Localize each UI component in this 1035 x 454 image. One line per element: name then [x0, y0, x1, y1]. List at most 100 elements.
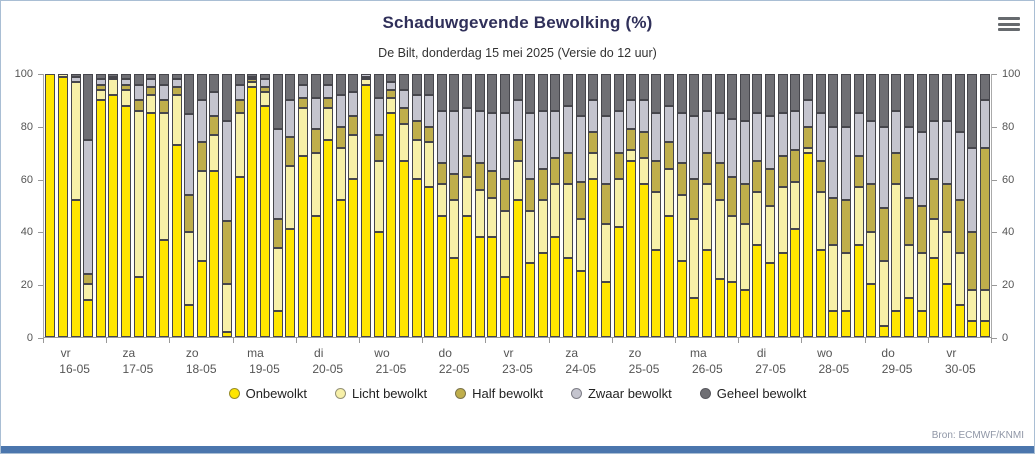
legend-item-licht-bewolkt[interactable]: Licht bewolkt [335, 386, 427, 401]
stacked-bar[interactable] [689, 74, 700, 337]
stacked-bar[interactable] [563, 74, 574, 337]
stacked-bar[interactable] [234, 74, 245, 337]
legend-item-onbewolkt[interactable]: Onbewolkt [228, 386, 307, 401]
bar-segment-half-bewolkt [828, 197, 839, 245]
stacked-bar[interactable] [916, 74, 927, 337]
stacked-bar[interactable] [310, 74, 321, 337]
stacked-bar[interactable] [954, 74, 965, 337]
stacked-bar[interactable] [840, 74, 851, 337]
stacked-bar[interactable] [853, 74, 864, 337]
stacked-bar[interactable] [878, 74, 889, 337]
stacked-bar[interactable] [967, 74, 978, 337]
stacked-bar[interactable] [714, 74, 725, 337]
stacked-bar[interactable] [449, 74, 460, 337]
stacked-bar[interactable] [651, 74, 662, 337]
stacked-bar[interactable] [272, 74, 283, 337]
stacked-bar[interactable] [462, 74, 473, 337]
stacked-bar[interactable] [929, 74, 940, 337]
stacked-bar[interactable] [474, 74, 485, 337]
stacked-bar[interactable] [790, 74, 801, 337]
stacked-bar[interactable] [828, 74, 839, 337]
bar-segment-licht-bewolkt [411, 139, 422, 180]
bar-segment-half-bewolkt [891, 152, 902, 185]
y-axis-tick [992, 74, 997, 75]
stacked-bar[interactable] [398, 74, 409, 337]
stacked-bar[interactable] [512, 74, 523, 337]
stacked-bar[interactable] [891, 74, 902, 337]
stacked-bar[interactable] [209, 74, 220, 337]
stacked-bar[interactable] [701, 74, 712, 337]
stacked-bar[interactable] [386, 74, 397, 337]
stacked-bar[interactable] [171, 74, 182, 337]
stacked-bar[interactable] [525, 74, 536, 337]
stacked-bar[interactable] [904, 74, 915, 337]
stacked-bar[interactable] [45, 74, 56, 337]
bar-segment-onbewolkt [701, 250, 712, 337]
stacked-bar[interactable] [765, 74, 776, 337]
stacked-bar[interactable] [777, 74, 788, 337]
stacked-bar[interactable] [95, 74, 106, 337]
bar-segment-licht-bewolkt [83, 284, 94, 301]
stacked-bar[interactable] [436, 74, 447, 337]
bar-segment-zwaar-bewolkt [297, 84, 308, 98]
hamburger-menu-icon[interactable] [998, 17, 1020, 33]
bar-segment-onbewolkt [462, 216, 473, 337]
stacked-bar[interactable] [739, 74, 750, 337]
bar-segment-zwaar-bewolkt [259, 79, 270, 88]
stacked-bar[interactable] [487, 74, 498, 337]
stacked-bar[interactable] [727, 74, 738, 337]
bar-segment-geheel-bewolkt [575, 74, 586, 117]
stacked-bar[interactable] [184, 74, 195, 337]
stacked-bar[interactable] [70, 74, 81, 337]
legend-item-geheel-bewolkt[interactable]: Geheel bewolkt [699, 386, 806, 401]
stacked-bar[interactable] [259, 74, 270, 337]
stacked-bar[interactable] [424, 74, 435, 337]
stacked-bar[interactable] [323, 74, 334, 337]
bar-segment-half-bewolkt [158, 100, 169, 114]
weekday-label: do [881, 346, 895, 360]
stacked-bar[interactable] [676, 74, 687, 337]
bar-segment-zwaar-bewolkt [878, 126, 889, 209]
stacked-bar[interactable] [57, 74, 68, 337]
stacked-bar[interactable] [373, 74, 384, 337]
y-axis-tick [38, 74, 43, 75]
stacked-bar[interactable] [247, 74, 258, 337]
stacked-bar[interactable] [626, 74, 637, 337]
stacked-bar[interactable] [499, 74, 510, 337]
legend-item-zwaar-bewolkt[interactable]: Zwaar bewolkt [570, 386, 672, 401]
stacked-bar[interactable] [550, 74, 561, 337]
stacked-bar[interactable] [537, 74, 548, 337]
stacked-bar[interactable] [866, 74, 877, 337]
bar-segment-geheel-bewolkt [424, 74, 435, 96]
stacked-bar[interactable] [575, 74, 586, 337]
stacked-bar[interactable] [158, 74, 169, 337]
stacked-bar[interactable] [297, 74, 308, 337]
stacked-bar[interactable] [285, 74, 296, 337]
stacked-bar[interactable] [588, 74, 599, 337]
stacked-bar[interactable] [335, 74, 346, 337]
stacked-bar[interactable] [121, 74, 132, 337]
bar-segment-onbewolkt [57, 76, 68, 337]
legend-item-half-bewolkt[interactable]: Half bewolkt [455, 386, 543, 401]
stacked-bar[interactable] [979, 74, 990, 337]
stacked-bar[interactable] [108, 74, 119, 337]
bar-segment-half-bewolkt [398, 108, 409, 124]
stacked-bar[interactable] [752, 74, 763, 337]
stacked-bar[interactable] [664, 74, 675, 337]
stacked-bar[interactable] [222, 74, 233, 337]
stacked-bar[interactable] [348, 74, 359, 337]
x-axis-tick-cell [169, 338, 232, 343]
stacked-bar[interactable] [803, 74, 813, 337]
bar-segment-zwaar-bewolkt [133, 84, 144, 101]
stacked-bar[interactable] [361, 74, 372, 337]
stacked-bar[interactable] [133, 74, 144, 337]
stacked-bar[interactable] [613, 74, 624, 337]
stacked-bar[interactable] [815, 74, 826, 337]
stacked-bar[interactable] [941, 74, 952, 337]
stacked-bar[interactable] [146, 74, 157, 337]
stacked-bar[interactable] [196, 74, 207, 337]
stacked-bar[interactable] [638, 74, 649, 337]
stacked-bar[interactable] [411, 74, 422, 337]
stacked-bar[interactable] [600, 74, 611, 337]
stacked-bar[interactable] [83, 74, 94, 337]
